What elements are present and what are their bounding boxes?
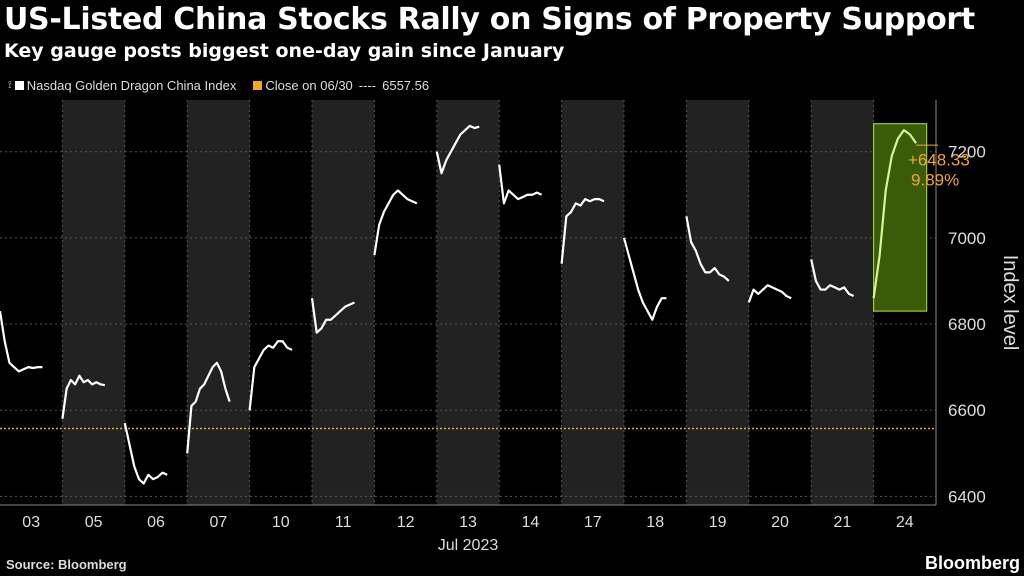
day-band xyxy=(561,100,624,505)
series-line-day-07 xyxy=(186,361,231,454)
y-tick-label: 7000 xyxy=(948,229,986,248)
day-band xyxy=(187,100,250,505)
x-tick-label: 11 xyxy=(335,514,352,531)
y-tick-label: 7200 xyxy=(948,143,986,162)
legend-series-icon: ⟟ xyxy=(8,80,12,91)
day-band xyxy=(312,100,375,505)
x-tick-label: 21 xyxy=(834,514,852,531)
series-line-day-24 xyxy=(872,129,917,299)
x-tick-label: 24 xyxy=(896,514,914,531)
series-line-day-03 xyxy=(0,310,43,373)
x-tick-label: 12 xyxy=(397,514,415,531)
series-line-day-10 xyxy=(248,340,293,411)
legend-reference-value: 6557.56 xyxy=(382,78,430,93)
series-line-day-17 xyxy=(560,197,605,264)
series-line-day-20 xyxy=(747,284,792,303)
bloomberg-logo: Bloomberg xyxy=(924,553,1020,573)
x-tick-label: 14 xyxy=(522,514,540,531)
x-axis-title: Jul 2023 xyxy=(438,537,499,554)
series-line-day-11 xyxy=(310,298,355,334)
series-line-day-14 xyxy=(498,164,543,205)
x-tick-label: 13 xyxy=(459,514,477,531)
x-tick-label: 18 xyxy=(646,514,664,531)
series-line-day-18 xyxy=(622,237,667,321)
chart-title: US-Listed China Stocks Rally on Signs of… xyxy=(4,2,975,37)
y-tick-label: 6600 xyxy=(948,401,986,420)
y-tick-label: 6400 xyxy=(948,487,986,506)
legend-series-label: Nasdaq Golden Dragon China Index xyxy=(26,78,237,93)
x-tick-label: 03 xyxy=(22,514,40,531)
x-tick-label: 20 xyxy=(771,514,789,531)
x-tick-label: 17 xyxy=(584,514,602,531)
change-annotation: +648.33 xyxy=(908,151,970,170)
day-band xyxy=(62,100,125,505)
chart-legend: ⟟ Nasdaq Golden Dragon China Index Close… xyxy=(8,78,429,93)
series-line-day-19 xyxy=(685,216,730,282)
source-note: Source: Bloomberg xyxy=(6,557,127,572)
series-line-day-13 xyxy=(435,124,480,175)
series-line-day-21 xyxy=(810,259,855,298)
day-band xyxy=(436,100,500,505)
legend-reference-dashes: ---- xyxy=(358,78,377,93)
x-tick-label: 06 xyxy=(147,514,165,531)
x-tick-label: 05 xyxy=(85,514,103,531)
x-tick-label: 10 xyxy=(272,514,290,531)
series-line-day-06 xyxy=(123,422,168,485)
series-line-day-05 xyxy=(61,374,106,419)
day-band xyxy=(686,100,749,505)
legend-reference-swatch xyxy=(253,81,263,90)
percent-annotation: 9.89% xyxy=(911,171,959,190)
day-band xyxy=(811,100,874,505)
chart-subtitle: Key gauge posts biggest one-day gain sin… xyxy=(4,40,565,62)
x-tick-label: 07 xyxy=(210,514,228,531)
legend-series-swatch xyxy=(14,81,24,90)
series-line-day-12 xyxy=(373,189,418,256)
y-tick-label: 6800 xyxy=(948,315,986,334)
x-tick-label: 19 xyxy=(709,514,727,531)
legend-reference-label: Close on 06/30 xyxy=(265,78,353,93)
y-axis-title: Index level xyxy=(999,255,1021,351)
